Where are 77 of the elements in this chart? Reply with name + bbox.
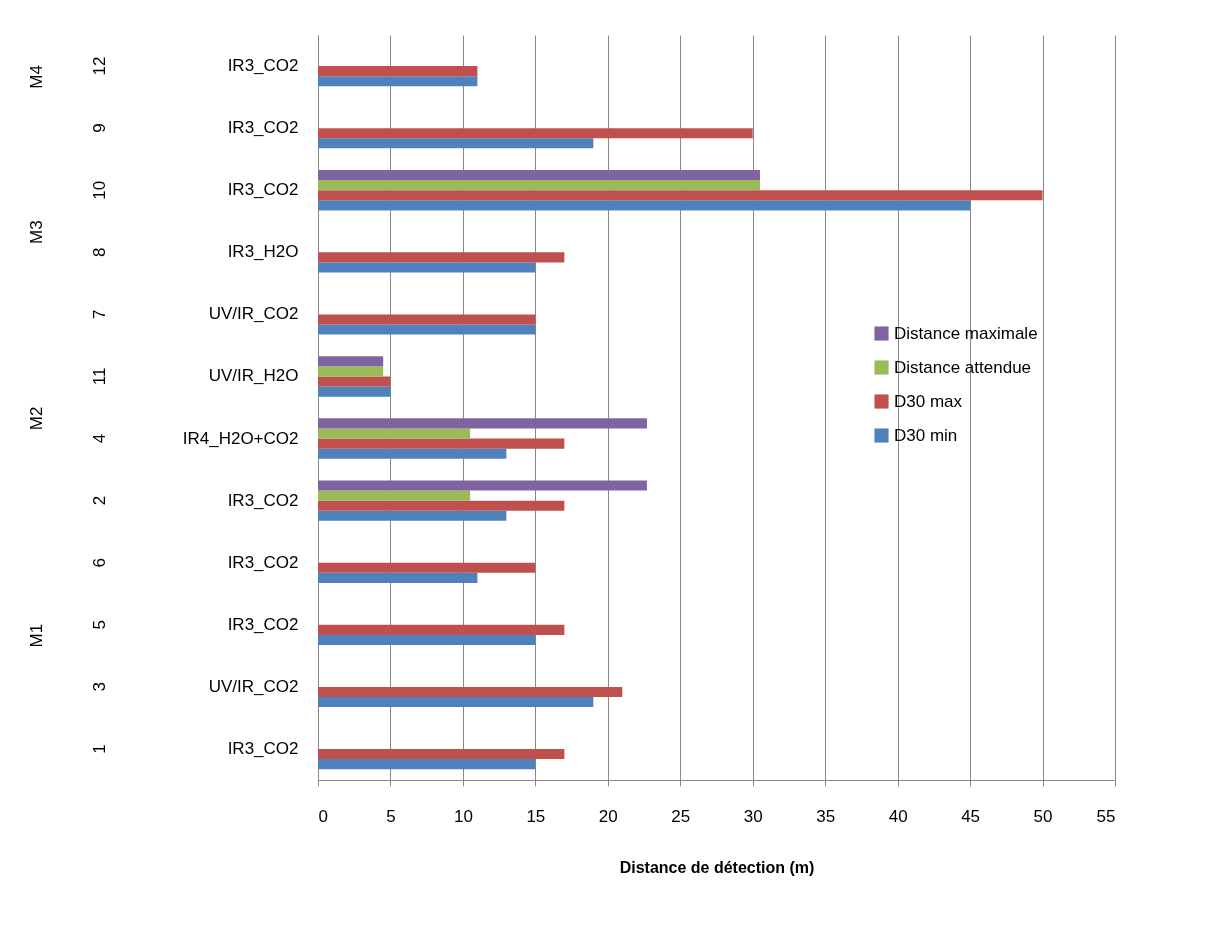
y-tick-label: UV/IR_CO2 <box>208 676 299 696</box>
text: 12 <box>90 56 109 76</box>
bar <box>318 170 760 181</box>
text: M2 <box>27 406 46 431</box>
x-axis-title: Distance de détection (m) <box>619 858 815 876</box>
bar <box>318 759 536 770</box>
bar <box>318 448 507 459</box>
x-tick-label: 30 <box>743 806 763 826</box>
text: 4 <box>90 433 109 444</box>
bar <box>318 480 647 491</box>
bar <box>318 200 971 211</box>
legend-label: D30 max <box>894 391 963 411</box>
bar <box>318 634 536 645</box>
bar <box>318 490 471 501</box>
x-tick-label: 25 <box>671 806 691 826</box>
x-tick-label: 10 <box>453 806 473 826</box>
bar <box>318 262 536 273</box>
y-tick-label: IR3_CO2 <box>227 56 299 76</box>
bar <box>318 696 594 708</box>
x-tick-label: 40 <box>888 806 908 826</box>
x-tick-label: 50 <box>1033 806 1053 826</box>
bar <box>318 438 565 449</box>
bar <box>318 428 471 439</box>
x-tick-label: 15 <box>526 806 546 826</box>
bar <box>318 624 565 635</box>
y-tick-label: IR3_CO2 <box>227 180 299 200</box>
bar <box>318 180 760 191</box>
y-tick-label: UV/IR_H2O <box>208 366 299 386</box>
text: M3 <box>27 220 46 244</box>
x-tick-label: 20 <box>598 806 618 826</box>
x-tick-label: 0 <box>318 806 328 826</box>
legend-label: Distance maximale <box>894 323 1038 343</box>
bar <box>318 376 391 387</box>
text: 8 <box>90 247 109 258</box>
y-tick-label: IR3_CO2 <box>227 614 299 634</box>
text: 9 <box>90 123 109 133</box>
y-tick-label: UV/IR_CO2 <box>208 304 299 324</box>
bar <box>318 76 478 87</box>
y-tick-label: IR4_H2O+CO2 <box>182 428 299 448</box>
bar <box>318 562 536 573</box>
text: 6 <box>90 557 109 568</box>
bar <box>318 686 623 697</box>
bar <box>318 128 753 139</box>
text: M4 <box>27 65 46 89</box>
bar <box>318 572 478 583</box>
x-tick-label: 5 <box>386 806 396 826</box>
bar <box>318 252 565 263</box>
x-tick-label: 55 <box>1096 806 1116 826</box>
y-tick-label: IR3_CO2 <box>227 738 299 758</box>
bar <box>318 366 384 377</box>
bar <box>318 356 384 367</box>
bar <box>318 324 536 335</box>
legend-label: D30 min <box>894 425 958 445</box>
text: 3 <box>90 682 109 692</box>
text: 2 <box>90 495 109 506</box>
y-tick-label: IR3_CO2 <box>227 118 299 138</box>
bar <box>318 510 507 521</box>
text: M1 <box>27 623 46 648</box>
bar <box>318 748 565 760</box>
text: 1 <box>90 744 109 754</box>
text: 7 <box>90 309 109 320</box>
legend-label: Distance attendue <box>894 357 1032 377</box>
bar <box>318 418 647 429</box>
y-tick-label: IR3_CO2 <box>227 490 299 510</box>
x-tick-label: 45 <box>961 806 981 826</box>
bar <box>318 314 536 325</box>
text: 10 <box>90 180 109 200</box>
bar <box>318 66 478 77</box>
x-tick-label: 35 <box>816 806 836 826</box>
bar <box>318 138 594 149</box>
y-tick-label: IR3_H2O <box>227 242 299 262</box>
bar <box>318 190 1043 201</box>
text: 11 <box>90 367 109 386</box>
bar <box>318 386 391 397</box>
y-tick-label: IR3_CO2 <box>227 552 299 572</box>
bar <box>318 500 565 511</box>
text: 5 <box>90 620 109 630</box>
